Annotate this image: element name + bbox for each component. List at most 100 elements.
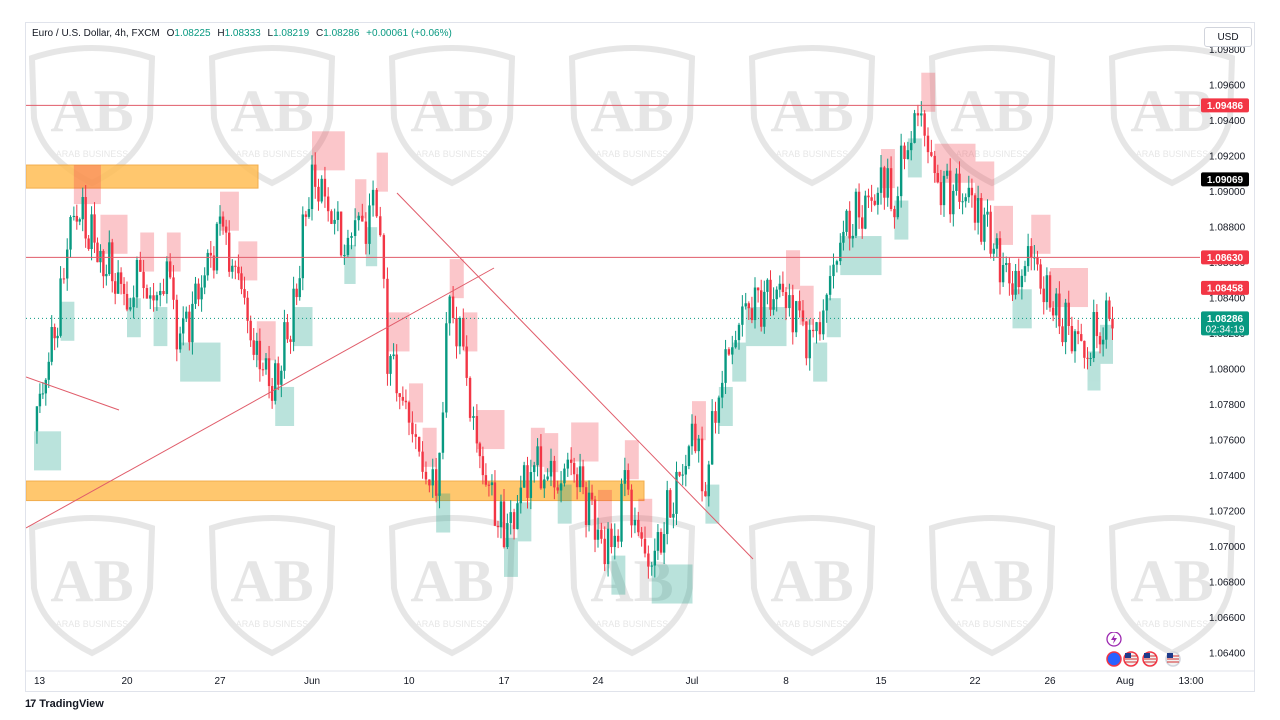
level-price-label: 1.09486 [1207, 101, 1244, 112]
candle-body [662, 534, 666, 553]
candle-body [835, 261, 839, 265]
candle-body [1083, 340, 1086, 358]
trailing-band-segment [921, 72, 936, 112]
trailing-band-segment [436, 493, 451, 533]
chart-frame[interactable]: AB ARAB BUSINESS AB ARAB BUSINESS AB ARAB BUS… [25, 22, 1255, 692]
candle-body [465, 346, 468, 378]
y-tick-label: 1.09400 [1209, 116, 1246, 127]
trendline[interactable] [26, 376, 120, 411]
trendline[interactable] [26, 267, 495, 529]
us-flag-icon[interactable] [1142, 651, 1158, 667]
candle-body [506, 523, 509, 548]
candle-body [224, 226, 228, 233]
candle-body [857, 191, 861, 218]
trailing-band-segment [840, 236, 882, 276]
candle-body [920, 113, 923, 116]
candle-body [986, 211, 989, 215]
watermark-shield: AB ARAB BUSINESS [388, 515, 516, 657]
candle-body [84, 197, 87, 239]
candle-body [930, 152, 933, 156]
watermark-shield-outline [928, 515, 1056, 657]
currency-button[interactable]: USD [1204, 27, 1252, 47]
candle-body [753, 287, 757, 321]
trailing-band-segment [907, 138, 922, 178]
watermark-shield-outline [388, 515, 516, 657]
candle-body [747, 303, 751, 309]
supply-demand-zone[interactable] [26, 164, 259, 189]
y-tick-label: 1.09800 [1209, 45, 1246, 56]
watermark-text: ARAB BUSINESS [416, 619, 489, 629]
y-tick-label: 1.07400 [1209, 471, 1246, 482]
candle-body [1095, 311, 1099, 337]
us-flag-icon[interactable] [1165, 651, 1181, 667]
y-tick-label: 1.06800 [1209, 578, 1246, 589]
candle-body [616, 535, 620, 542]
trendline[interactable] [396, 192, 754, 560]
candle-body [301, 214, 304, 279]
candle-body [280, 370, 283, 385]
tradingview-logo[interactable]: 17 TradingView [25, 698, 104, 710]
candle-body [478, 443, 482, 457]
candle-body [543, 479, 546, 489]
watermark-text: ARAB BUSINESS [56, 149, 129, 159]
watermark-text: ARAB BUSINESS [596, 619, 669, 629]
candle-body [572, 462, 576, 475]
candle-body [610, 528, 613, 548]
lightning-icon[interactable] [1106, 632, 1122, 647]
candle-body [569, 459, 573, 463]
candle-body [424, 471, 428, 480]
us-flag-icon[interactable] [1123, 651, 1139, 667]
candle-body [1023, 266, 1027, 276]
candle-body [371, 189, 375, 206]
candle-body [445, 323, 448, 413]
watermark-shield-outline [748, 45, 876, 187]
y-tick-label: 1.07800 [1209, 400, 1246, 411]
watermark-shield-outline [388, 45, 516, 187]
candle-body [78, 219, 81, 222]
current-price-label-countdown: 02:34:19 [1206, 324, 1245, 335]
watermark-text: ARAB BUSINESS [416, 149, 489, 159]
trailing-band-segment [344, 244, 356, 284]
candle-body [539, 446, 543, 489]
candle-body [283, 322, 286, 371]
candle-body [178, 333, 182, 350]
candle-body [1017, 270, 1020, 288]
candle-body [261, 369, 265, 371]
chart-plot[interactable]: AB ARAB BUSINESS AB ARAB BUSINESS AB ARAB BUS… [26, 23, 1254, 691]
trailing-band-segment [557, 484, 572, 524]
candle-body [330, 211, 333, 224]
watermark-monogram: AB [410, 78, 493, 144]
candle-body [832, 264, 835, 277]
candle-body [559, 483, 563, 491]
candle-body [998, 238, 1002, 283]
supply-demand-zone[interactable] [26, 480, 645, 502]
candle-body [845, 210, 848, 232]
candle-body [502, 501, 506, 548]
candle-body [215, 223, 219, 271]
watermark-shield: AB ARAB BUSINESS [1108, 45, 1236, 187]
candle-body [379, 216, 382, 236]
candle-body [111, 242, 114, 282]
candle-body [913, 113, 916, 143]
trailing-band-segment [293, 307, 313, 347]
candle-body [108, 242, 111, 275]
y-tick-label: 1.08800 [1209, 223, 1246, 234]
candle-body [386, 278, 389, 374]
candle-body [289, 339, 292, 342]
candle-body [973, 195, 977, 223]
trailing-band-segment [220, 191, 239, 231]
candle-body [165, 261, 169, 295]
candle-body [90, 214, 93, 250]
candle-body [468, 377, 472, 418]
candle-body [563, 468, 566, 484]
candle-body [455, 317, 458, 347]
candle-body [1001, 265, 1005, 283]
candle-body [633, 519, 637, 526]
candle-body [933, 155, 936, 174]
candle-body [286, 322, 289, 340]
level-price-label-bg [1201, 98, 1249, 113]
candle-body [336, 211, 340, 220]
candle-body [681, 474, 684, 476]
globe-icon[interactable] [1106, 651, 1122, 667]
y-tick-label: 1.08000 [1209, 365, 1246, 376]
